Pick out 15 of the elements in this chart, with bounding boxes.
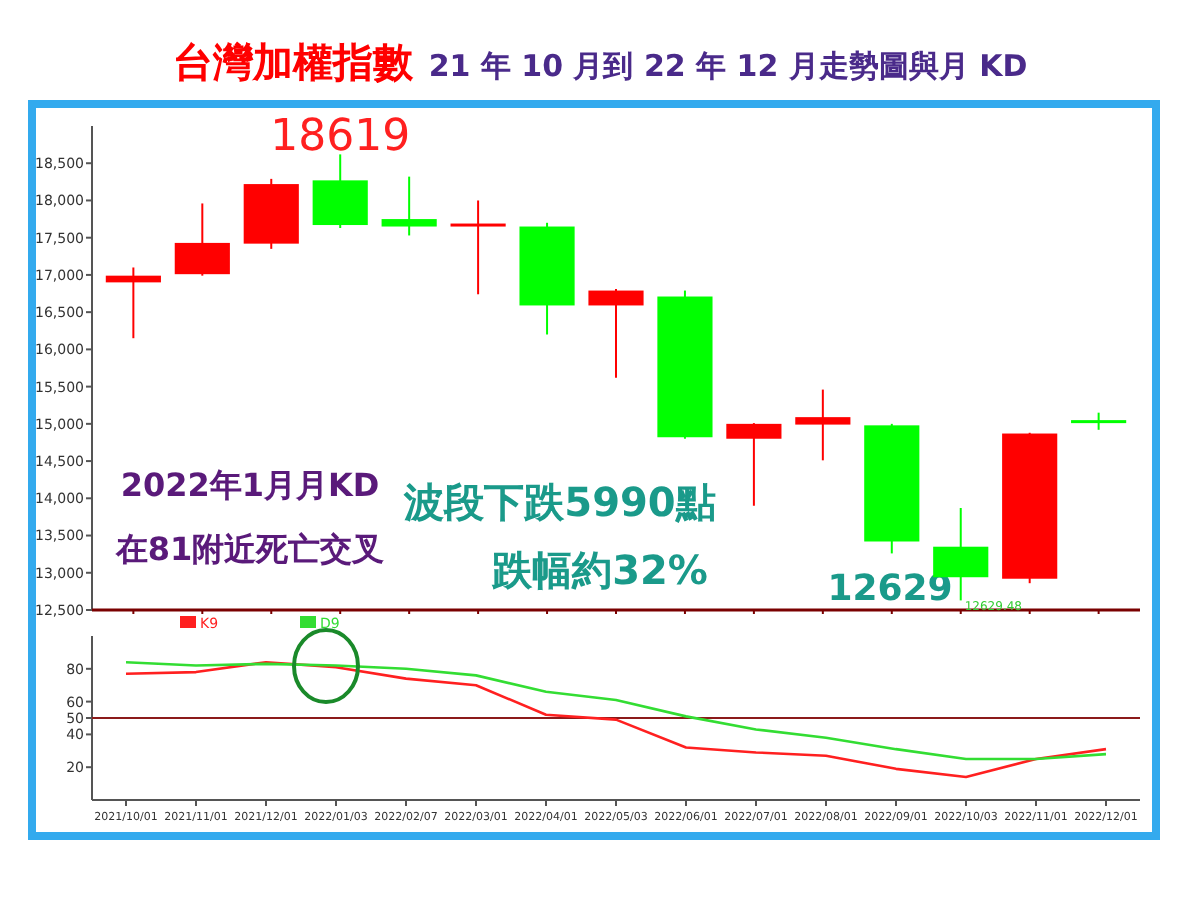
chart-subtitle: 21 年 10 月到 22 年 12 月走勢圖與月 KD: [428, 48, 1028, 84]
annotation: 18619: [270, 112, 411, 163]
line-series: [124, 660, 1108, 779]
chart-title: 台灣加權指數: [172, 38, 415, 86]
candlestick: [450, 199, 506, 296]
candlestick: [795, 388, 851, 462]
annotation: 波段下跌5990點: [402, 478, 716, 526]
annotation: 12629: [827, 568, 953, 610]
candlestick: [588, 288, 644, 379]
annotation: 跌幅約32%: [490, 546, 708, 594]
annotation: 2022年1月月KD: [120, 466, 380, 504]
line-series: [124, 660, 1108, 761]
candlestick: [381, 175, 437, 237]
candlestick: [726, 422, 782, 507]
annotation: 在81附近死亡交叉: [113, 530, 385, 568]
